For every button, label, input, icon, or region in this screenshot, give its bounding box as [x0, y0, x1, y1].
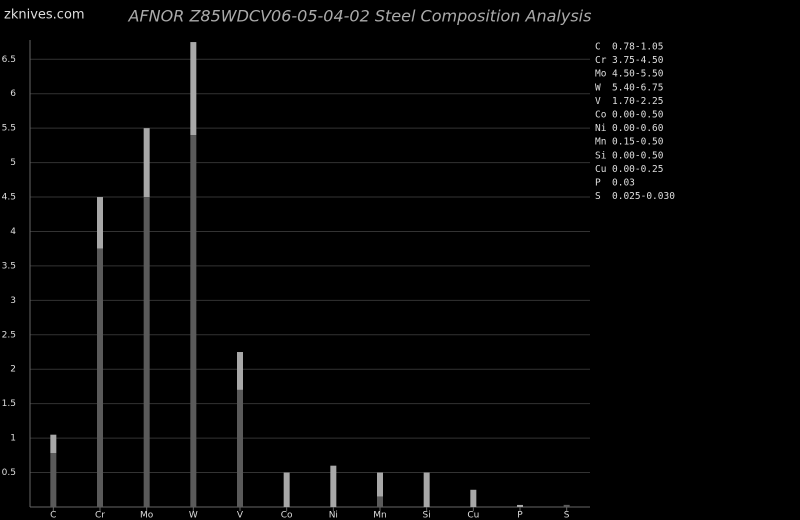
y-tick-label: 6: [10, 89, 16, 99]
min-segment: [50, 453, 57, 507]
legend-range: 4.50-5.50: [612, 69, 664, 80]
x-tick-label: P: [517, 511, 523, 520]
range-segment: [190, 42, 197, 136]
watermark: zknives.com: [4, 8, 85, 23]
x-tick-label: S: [564, 511, 570, 520]
x-tick-label: Si: [423, 511, 431, 520]
min-segment: [143, 197, 150, 507]
x-tick-label: V: [237, 511, 244, 520]
chart-title: AFNOR Z85WDCV06-05-04-02 Steel Compositi…: [128, 7, 592, 26]
legend-symbol: W: [595, 82, 601, 93]
legend-symbol: Si: [595, 150, 607, 161]
legend-symbol: V: [595, 96, 601, 107]
legend-range: 1.70-2.25: [612, 96, 663, 107]
min-segment: [377, 496, 383, 507]
y-tick-label: 6.5: [2, 55, 16, 65]
legend-symbol: Cr: [595, 55, 607, 66]
range-segment: [330, 465, 337, 507]
min-segment: [563, 505, 570, 507]
y-tick-label: 0.5: [2, 468, 16, 478]
x-tick-label: W: [189, 511, 198, 520]
x-tick-label: Mo: [140, 511, 154, 520]
x-tick-label: Mn: [373, 511, 386, 520]
legend-range: 3.75-4.50: [612, 55, 664, 66]
x-tick-label: Cu: [467, 511, 479, 520]
min-segment: [190, 135, 197, 507]
y-tick-label: 3.5: [2, 261, 16, 271]
legend-range: 0.15-0.50: [612, 137, 664, 148]
min-segment: [97, 248, 103, 507]
legend-range: 0.025-0.030: [612, 191, 675, 202]
range-segment: [143, 128, 150, 198]
range-segment: [237, 352, 243, 390]
legend-symbol: S: [595, 191, 601, 202]
legend-symbol: Ni: [595, 123, 607, 134]
range-segment: [377, 472, 383, 497]
range-segment: [50, 434, 57, 454]
legend-range: 0.00-0.50: [612, 110, 664, 121]
y-tick-label: 2: [10, 365, 16, 375]
legend-range: 0.00-0.50: [612, 150, 664, 161]
legend-range: 0.00-0.25: [612, 164, 663, 175]
legend-symbol: Mn: [595, 137, 606, 148]
legend-range: 0.00-0.60: [612, 123, 664, 134]
legend-symbol: Cu: [595, 164, 606, 175]
y-tick-label: 3: [10, 296, 16, 306]
x-tick-label: Ni: [329, 511, 338, 520]
range-segment: [517, 504, 523, 507]
y-tick-label: 5.5: [2, 124, 16, 134]
y-tick-label: 5: [10, 158, 16, 168]
y-tick-label: 4: [10, 227, 16, 237]
legend-symbol: Mo: [595, 69, 607, 80]
y-tick-label: 1.5: [2, 399, 16, 409]
legend-range: 0.78-1.05: [612, 42, 663, 53]
y-tick-label: 4.5: [2, 193, 16, 203]
legend-symbol: Co: [595, 110, 607, 121]
y-tick-label: 1: [10, 434, 16, 444]
y-tick-label: 2.5: [2, 330, 16, 340]
x-tick-label: C: [50, 511, 56, 520]
range-segment: [97, 197, 103, 249]
legend-range: 5.40-6.75: [612, 82, 663, 93]
x-tick-label: Cr: [95, 511, 105, 520]
legend-symbol: P: [595, 178, 601, 189]
range-segment: [470, 489, 477, 507]
range-segment: [423, 472, 430, 507]
x-tick-label: Co: [281, 511, 293, 520]
legend-range: 0.03: [612, 178, 635, 189]
min-segment: [237, 389, 243, 507]
range-segment: [283, 472, 290, 507]
legend-symbol: C: [595, 42, 601, 53]
